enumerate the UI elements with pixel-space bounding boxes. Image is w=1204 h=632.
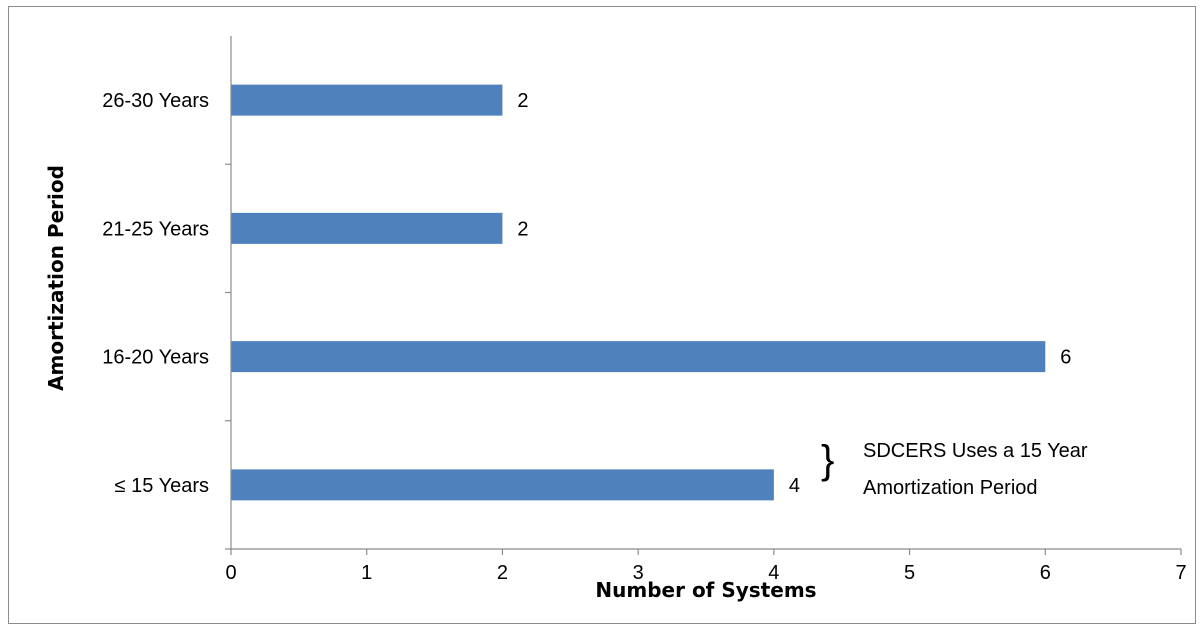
x-tick-label: 5 [904, 562, 915, 584]
annotation-line-2: Amortization Period [863, 477, 1038, 499]
x-tick-label: 6 [1040, 562, 1051, 584]
x-tick-label: 7 [1175, 562, 1186, 584]
annotation: } SDCERS Uses a 15 Year Amortization Per… [821, 438, 1088, 499]
annotation-bracket: } [821, 438, 834, 482]
y-tick-label: 21-25 Years [102, 218, 209, 240]
data-label: 2 [517, 218, 528, 240]
annotation-line-1: SDCERS Uses a 15 Year [863, 440, 1088, 462]
data-label: 6 [1060, 347, 1071, 369]
y-tick-label: 26-30 Years [102, 90, 209, 112]
x-tick-label: 0 [225, 562, 236, 584]
x-ticks-layer: 0 1 2 3 4 5 6 7 [225, 549, 1187, 584]
y-axis-title: Amortization Period [44, 165, 68, 391]
x-tick-label: 4 [768, 562, 779, 584]
x-tick-label: 2 [497, 562, 508, 584]
bar-2 [231, 212, 503, 244]
chart-frame [8, 6, 1196, 624]
x-axis-title: Number of Systems [595, 578, 816, 602]
x-tick-label: 3 [633, 562, 644, 584]
data-labels-layer: 4 6 2 2 [517, 90, 1071, 497]
y-tick-label: 16-20 Years [102, 347, 209, 369]
data-label: 2 [517, 90, 528, 112]
bar-0 [231, 469, 774, 501]
bars-layer [231, 84, 1046, 501]
data-label: 4 [789, 475, 800, 497]
bar-1 [231, 341, 1046, 373]
x-tick-label: 1 [361, 562, 372, 584]
y-ticks-layer: ≤ 15 Years 16-20 Years 21-25 Years 26-30 Ye… [102, 90, 231, 550]
bar-3 [231, 84, 503, 116]
y-tick-label: ≤ 15 Years [115, 475, 209, 497]
